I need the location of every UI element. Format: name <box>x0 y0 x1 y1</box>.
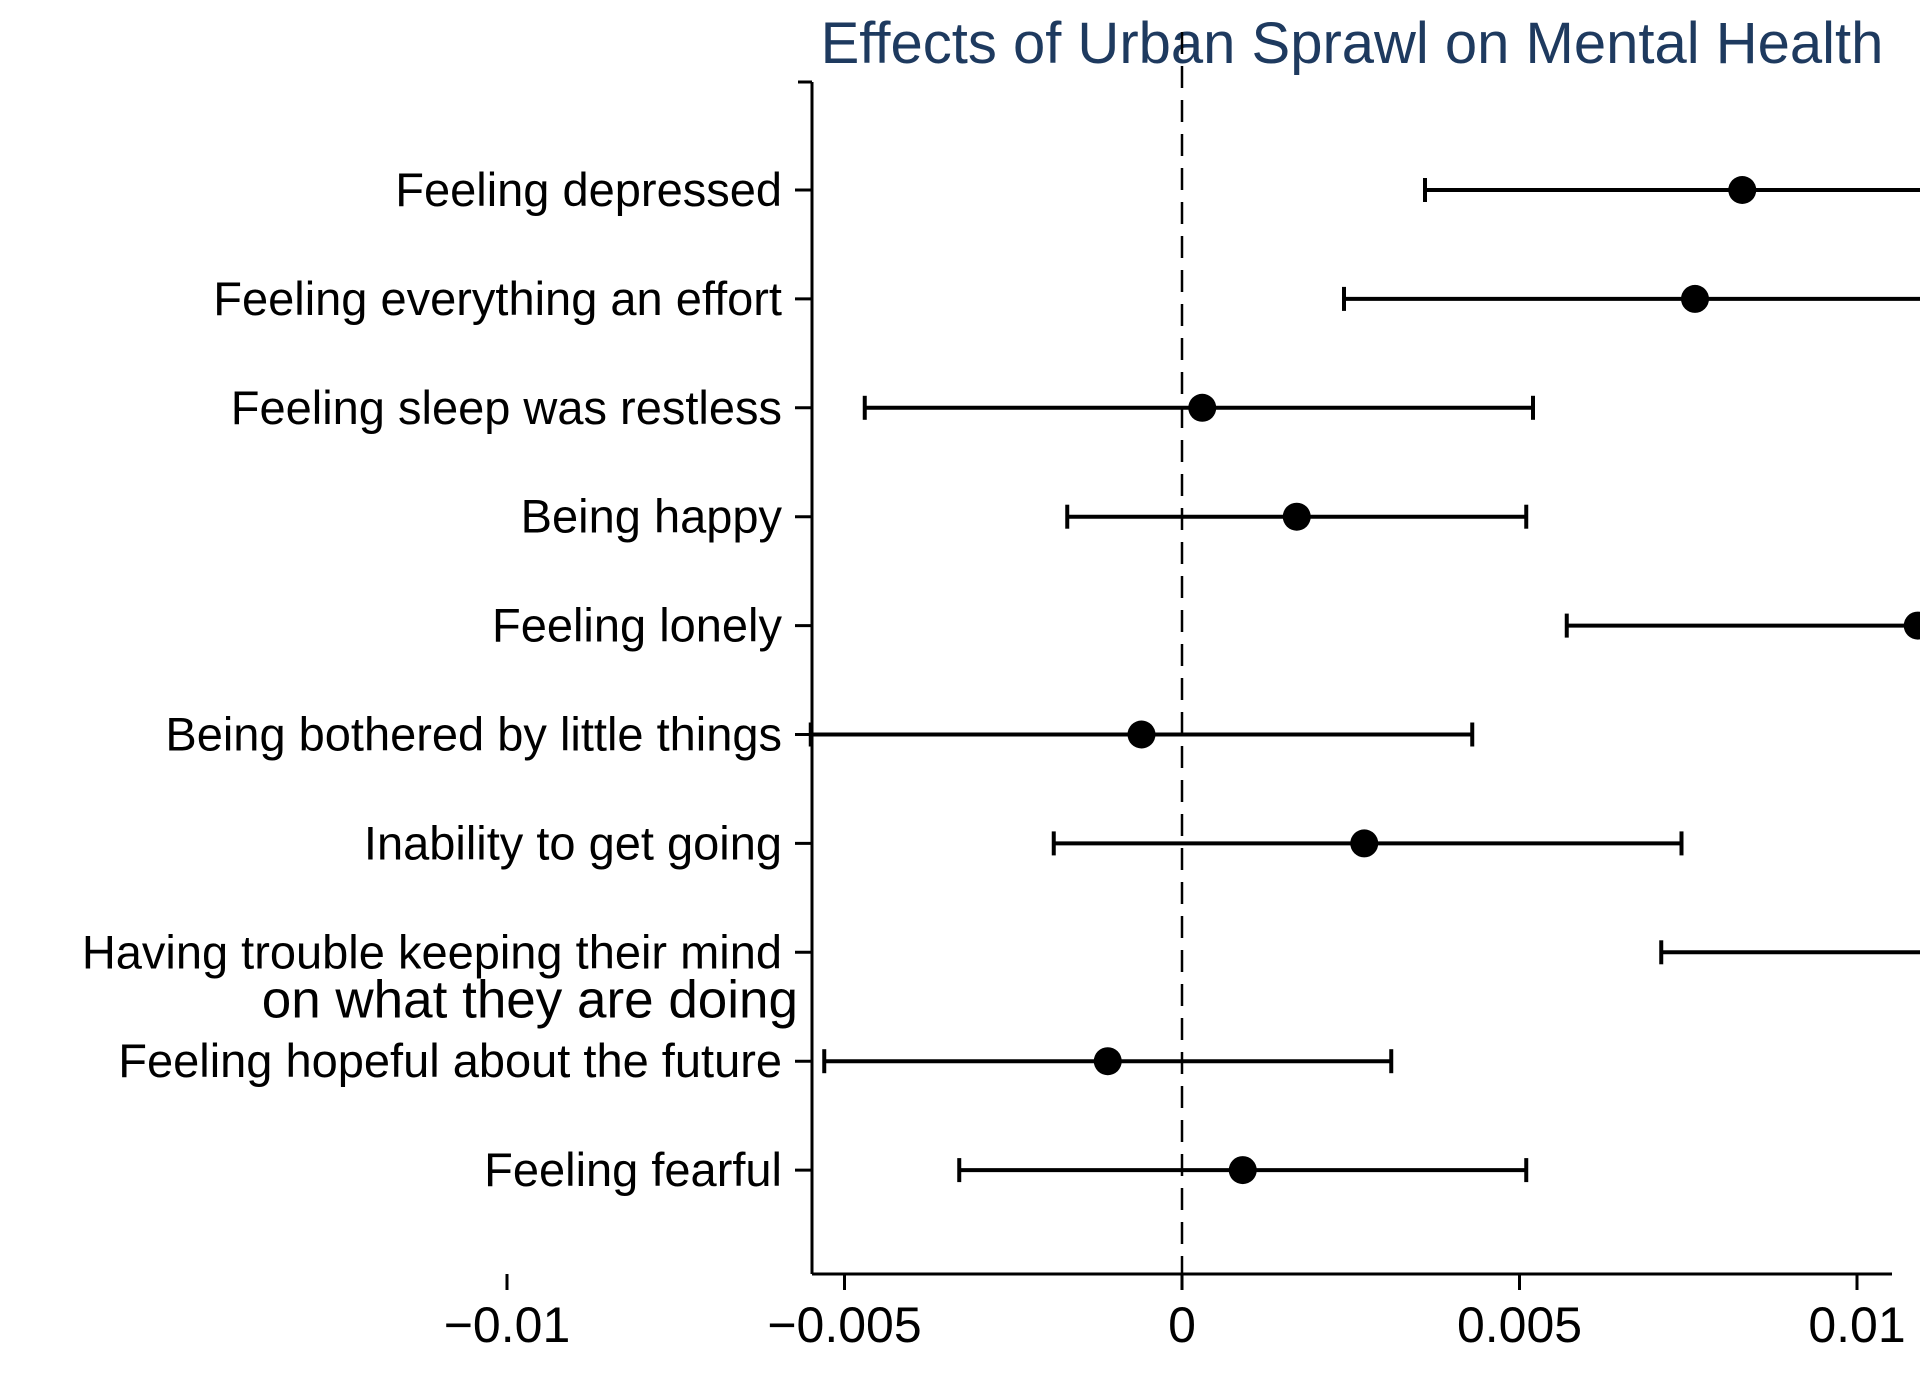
point-estimate <box>1188 393 1217 422</box>
category-label: Having trouble keeping their mind <box>82 925 782 978</box>
point-estimate <box>1282 502 1311 531</box>
x-tick-label: −0.005 <box>767 1297 921 1353</box>
x-tick-label: 0 <box>1168 1297 1196 1353</box>
category-label: Being bothered by little things <box>165 708 782 761</box>
category-label: Feeling sleep was restless <box>231 381 782 434</box>
x-tick-label: 0.01 <box>1808 1297 1905 1353</box>
category-label: Feeling fearful <box>484 1143 782 1196</box>
x-tick-label: 0.005 <box>1457 1297 1582 1353</box>
category-label-line2: on what they are doing <box>262 970 798 1029</box>
point-estimate <box>1903 611 1920 640</box>
category-label: Being happy <box>521 490 783 543</box>
point-estimate <box>1350 829 1379 858</box>
point-estimate <box>1127 720 1156 749</box>
x-tick-label: −0.01 <box>444 1297 571 1353</box>
category-label: Feeling hopeful about the future <box>118 1034 782 1087</box>
marks <box>808 176 1920 1185</box>
category-labels: Feeling depressed Feeling everything an e… <box>82 163 798 1196</box>
category-label: Feeling depressed <box>395 163 782 216</box>
chart-title: Effects of Urban Sprawl on Mental Health <box>821 11 1884 76</box>
point-estimate <box>1728 176 1757 204</box>
category-label: Inability to get going <box>364 816 782 869</box>
point-estimate <box>1228 1156 1257 1185</box>
point-estimate <box>1681 284 1709 313</box>
point-estimate <box>1093 1047 1122 1076</box>
category-label: Feeling lonely <box>492 599 783 652</box>
category-label: Feeling everything an effort <box>213 272 782 325</box>
